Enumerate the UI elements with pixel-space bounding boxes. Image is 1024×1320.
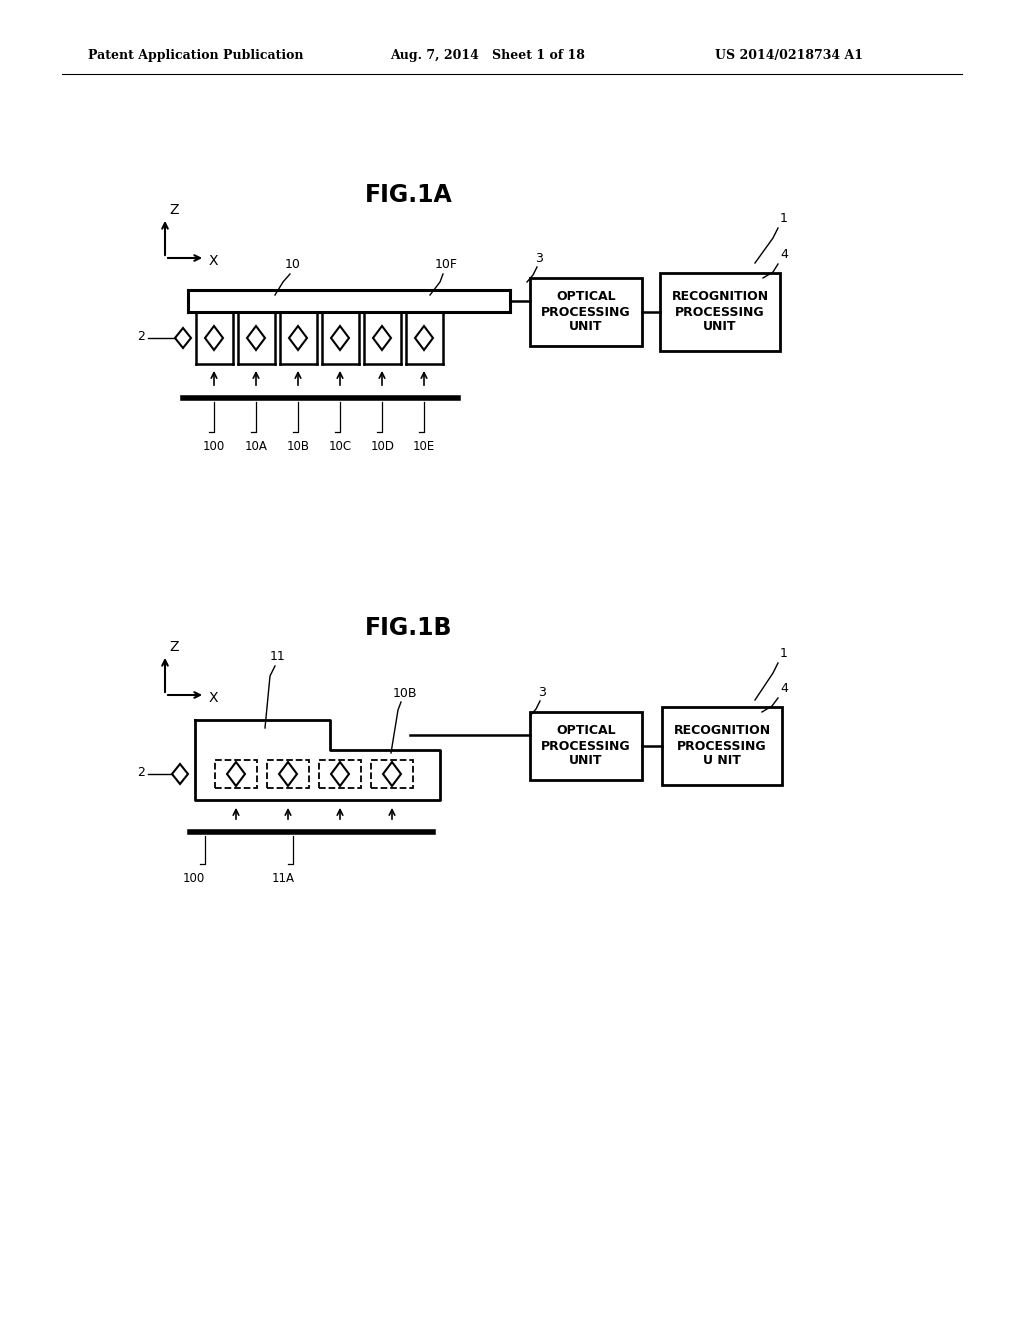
Text: Z: Z [169,640,178,653]
Text: RECOGNITION
PROCESSING
U NIT: RECOGNITION PROCESSING U NIT [674,725,771,767]
Text: OPTICAL
PROCESSING
UNIT: OPTICAL PROCESSING UNIT [542,290,631,334]
Text: 2: 2 [137,330,145,343]
Text: 10C: 10C [329,440,352,453]
Text: 4: 4 [780,682,787,696]
Bar [371,760,413,788]
Text: Z: Z [169,203,178,216]
Text: Patent Application Publication: Patent Application Publication [88,49,303,62]
Text: 10E: 10E [413,440,435,453]
Text: 3: 3 [535,252,543,265]
Text: 10A: 10A [245,440,268,453]
Text: FIG.1B: FIG.1B [365,616,453,640]
Text: 100: 100 [203,440,225,453]
Text: OPTICAL
PROCESSING
UNIT: OPTICAL PROCESSING UNIT [542,725,631,767]
Text: 10: 10 [285,257,301,271]
Bar [215,760,257,788]
Text: 100: 100 [183,873,205,884]
Text: 2: 2 [137,766,145,779]
Text: 3: 3 [538,686,546,700]
Bar [662,708,782,785]
Text: RECOGNITION
PROCESSING
UNIT: RECOGNITION PROCESSING UNIT [672,290,769,334]
Text: 10B: 10B [287,440,310,453]
Text: 11A: 11A [272,873,295,884]
Bar [660,273,780,351]
Text: 1: 1 [780,647,787,660]
Text: X: X [209,253,218,268]
Text: US 2014/0218734 A1: US 2014/0218734 A1 [715,49,863,62]
Text: X: X [209,690,218,705]
Text: 4: 4 [780,248,787,261]
Bar [530,279,642,346]
Bar [267,760,309,788]
Text: Aug. 7, 2014   Sheet 1 of 18: Aug. 7, 2014 Sheet 1 of 18 [390,49,585,62]
Text: FIG.1A: FIG.1A [365,183,453,207]
Bar [319,760,361,788]
Text: 1: 1 [780,213,787,224]
Text: 11: 11 [270,649,286,663]
Bar [530,711,642,780]
Text: 10D: 10D [371,440,395,453]
Text: 10B: 10B [393,686,418,700]
Text: 10F: 10F [435,257,458,271]
